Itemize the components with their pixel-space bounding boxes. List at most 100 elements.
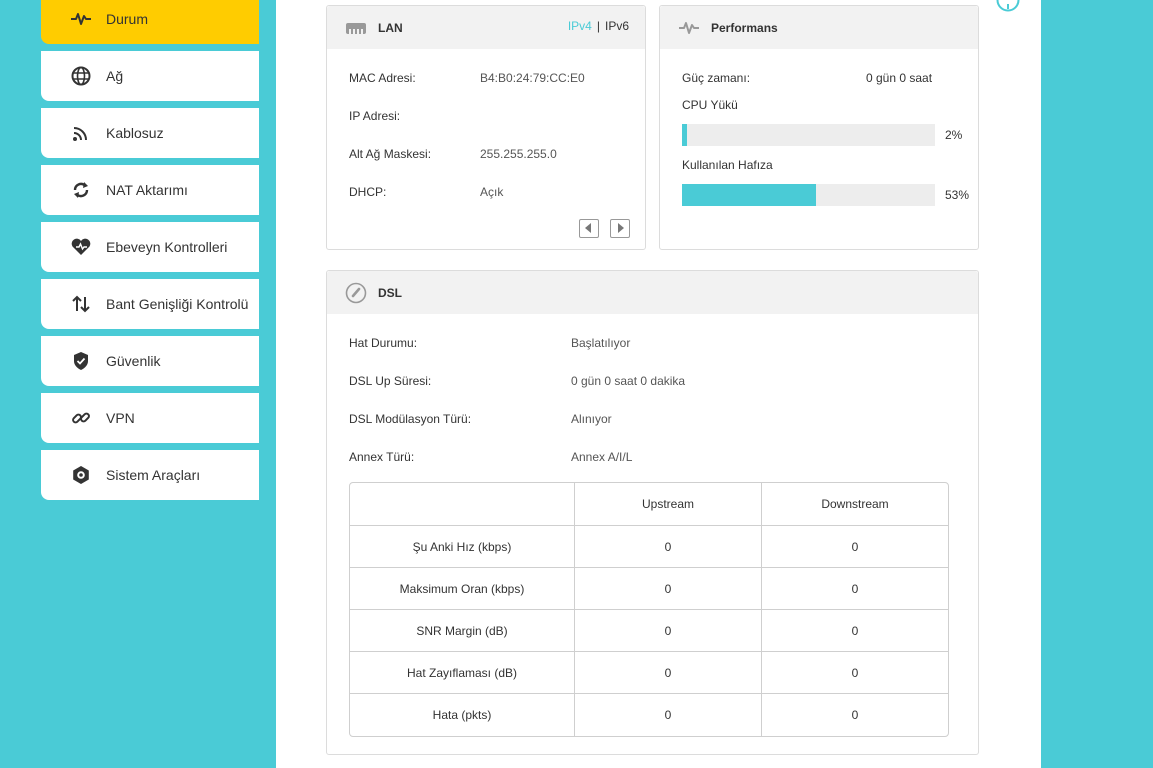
performance-card: Performans Güç zamanı: 0 gün 0 saat CPU …: [659, 5, 979, 250]
table-cell-label: Hat Zayıflaması (dB): [350, 652, 575, 694]
phone-icon: [345, 282, 367, 304]
sidebar-item-vpn[interactable]: VPN: [41, 393, 259, 443]
dhcp-value: Açık: [480, 185, 504, 199]
sidebar-item-guvenlik[interactable]: Güvenlik: [41, 336, 259, 386]
dsl-stats-table: Upstream Downstream Şu Anki Hız (kbps) 0…: [349, 482, 949, 737]
mac-label: MAC Adresi:: [349, 71, 416, 85]
sidebar-item-label: Kablosuz: [106, 125, 164, 141]
memory-progress-fill: [682, 184, 817, 206]
sidebar-item-label: VPN: [106, 410, 135, 426]
uptime-label: Güç zamanı:: [682, 71, 751, 85]
table-header-empty: [350, 483, 575, 526]
dsl-title: DSL: [378, 285, 402, 300]
help-icon[interactable]: [996, 0, 1020, 12]
ip-version-separator: |: [596, 19, 600, 33]
sidebar-item-bant[interactable]: Bant Genişliği Kontrolü: [41, 279, 259, 329]
ethernet-icon: [345, 17, 367, 39]
lan-title: LAN: [378, 20, 403, 35]
annex-value: Annex A/I/L: [571, 450, 633, 464]
sidebar-item-label: NAT Aktarımı: [106, 182, 188, 198]
lan-card: LAN IPv4 | IPv6 MAC Adresi: B4:B0:24:79:CC…: [326, 5, 646, 250]
table-cell-downstream: 0: [762, 652, 948, 694]
line-status-label: Hat Durumu:: [349, 336, 418, 350]
table-row: Maksimum Oran (kbps) 0 0: [350, 568, 948, 610]
dsl-uptime-label: DSL Up Süresi:: [349, 374, 432, 388]
table-cell-downstream: 0: [762, 610, 948, 652]
sidebar-item-label: Durum: [106, 11, 149, 27]
lan-card-header: LAN IPv4 | IPv6: [327, 6, 645, 49]
table-row: Şu Anki Hız (kbps) 0 0: [350, 526, 948, 568]
table-header-row: Upstream Downstream: [350, 483, 948, 526]
gear-icon: [69, 463, 93, 487]
sidebar-nav: Durum Ağ Kablosuz NAT Aktarımı Ebeveyn K…: [41, 0, 259, 507]
table-cell-label: Maksimum Oran (kbps): [350, 568, 575, 610]
table-cell-upstream: 0: [575, 526, 762, 568]
performance-title: Performans: [711, 20, 778, 35]
prev-button[interactable]: [579, 219, 599, 238]
sidebar-item-ag[interactable]: Ağ: [41, 51, 259, 101]
link-icon: [69, 406, 93, 430]
table-cell-label: Şu Anki Hız (kbps): [350, 526, 575, 568]
shield-icon: [69, 349, 93, 373]
mask-label: Alt Ağ Maskesi:: [349, 147, 432, 161]
table-cell-downstream: 0: [762, 568, 948, 610]
pulse-icon: [678, 17, 700, 39]
table-header-downstream: Downstream: [762, 483, 948, 526]
mac-value: B4:B0:24:79:CC:E0: [480, 71, 585, 85]
memory-label: Kullanılan Hafıza: [682, 158, 773, 172]
table-cell-upstream: 0: [575, 568, 762, 610]
ip-label: IP Adresi:: [349, 109, 401, 123]
table-cell-upstream: 0: [575, 694, 762, 736]
chevron-right-icon: [616, 220, 624, 238]
arrows-updown-icon: [69, 292, 93, 316]
table-cell-label: Hata (pkts): [350, 694, 575, 736]
ipv6-tab[interactable]: IPv6: [604, 19, 629, 33]
wifi-icon: [69, 121, 93, 145]
modulation-label: DSL Modülasyon Türü:: [349, 412, 472, 426]
sidebar-item-durum[interactable]: Durum: [41, 0, 259, 44]
table-row: Hat Zayıflaması (dB) 0 0: [350, 652, 948, 694]
table-cell-upstream: 0: [575, 610, 762, 652]
pulse-icon: [69, 7, 93, 31]
table-cell-upstream: 0: [575, 652, 762, 694]
next-button[interactable]: [610, 219, 630, 238]
sidebar-item-label: Ebeveyn Kontrolleri: [106, 239, 228, 255]
performance-card-header: Performans: [660, 6, 978, 49]
main-content: LAN IPv4 | IPv6 MAC Adresi: B4:B0:24:79:CC…: [276, 0, 1041, 768]
dsl-card-header: DSL: [327, 271, 978, 314]
modulation-value: Alınıyor: [571, 412, 612, 426]
table-row: Hata (pkts) 0 0: [350, 694, 948, 736]
memory-progress-bar: [682, 184, 935, 206]
ipv4-tab[interactable]: IPv4: [567, 19, 592, 33]
table-header-upstream: Upstream: [575, 483, 762, 526]
heart-icon: [69, 235, 93, 259]
sidebar-item-label: Ağ: [106, 68, 124, 84]
dsl-uptime-value: 0 gün 0 saat 0 dakika: [571, 374, 686, 388]
line-status-value: Başlatılıyor: [571, 336, 631, 350]
ip-version-switch: IPv4 | IPv6: [568, 19, 629, 33]
sidebar-item-sistem[interactable]: Sistem Araçları: [41, 450, 259, 500]
sidebar-item-ebeveyn[interactable]: Ebeveyn Kontrolleri: [41, 222, 259, 272]
table-cell-downstream: 0: [762, 526, 948, 568]
sidebar-item-label: Güvenlik: [106, 353, 161, 369]
sidebar-item-kablosuz[interactable]: Kablosuz: [41, 108, 259, 158]
table-row: SNR Margin (dB) 0 0: [350, 610, 948, 652]
globe-icon: [69, 64, 93, 88]
chevron-left-icon: [585, 220, 593, 238]
cpu-progress-fill: [682, 124, 688, 146]
cpu-percent: 2%: [945, 128, 963, 142]
cpu-progress-bar: [682, 124, 935, 146]
table-cell-label: SNR Margin (dB): [350, 610, 575, 652]
nat-icon: [69, 178, 93, 202]
cpu-label: CPU Yükü: [682, 98, 738, 112]
sidebar-item-nat[interactable]: NAT Aktarımı: [41, 165, 259, 215]
uptime-value: 0 gün 0 saat: [866, 71, 933, 85]
dhcp-label: DHCP:: [349, 185, 387, 199]
table-cell-downstream: 0: [851, 708, 859, 722]
memory-percent: 53%: [945, 188, 970, 202]
annex-label: Annex Türü:: [349, 450, 415, 464]
mask-value: 255.255.255.0: [480, 147, 557, 161]
dsl-card: DSL Hat Durumu: Başlatılıyor DSL Up Süre…: [326, 270, 979, 755]
sidebar-item-label: Sistem Araçları: [106, 467, 201, 483]
sidebar-item-label: Bant Genişliği Kontrolü: [106, 296, 249, 312]
